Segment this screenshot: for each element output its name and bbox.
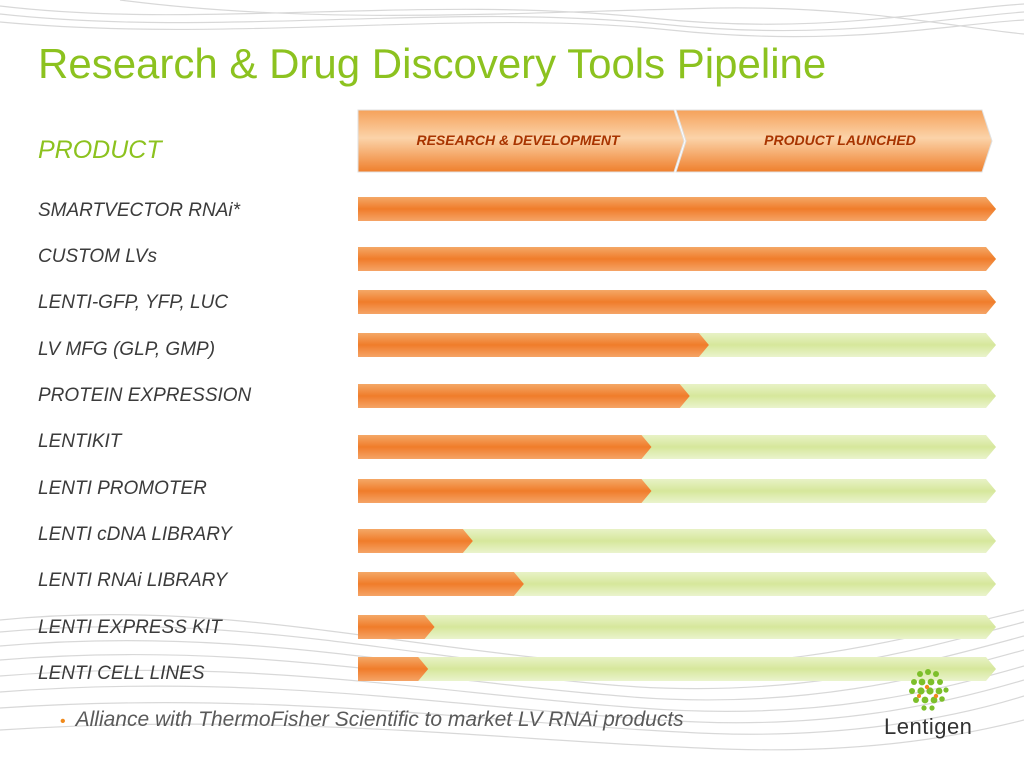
row-label-custom-lvs: CUSTOM LVs — [38, 246, 157, 267]
progress-bar — [358, 197, 996, 221]
logo-wordmark: Lentigen — [884, 714, 973, 739]
progress-bar — [358, 529, 473, 553]
progress-bar — [358, 657, 429, 681]
row-label-lenti-promoter: LENTI PROMOTER — [38, 478, 207, 499]
launch-track-bar — [358, 615, 996, 639]
launch-track-bar — [358, 529, 996, 553]
progress-bar — [358, 572, 524, 596]
rd-phase-label: RESEARCH & DEVELOPMENT — [416, 132, 620, 148]
rd-phase-chevron — [357, 109, 685, 173]
launch-track-bar — [358, 657, 996, 681]
progress-bar — [358, 333, 709, 357]
row-label-lenti-gfp: LENTI-GFP, YFP, LUC — [38, 292, 229, 313]
footer-note-text: Alliance with ThermoFisher Scientific to… — [75, 708, 684, 731]
product-column-heading: PRODUCT — [38, 136, 162, 164]
launched-phase-chevron — [675, 109, 993, 173]
row-label-lentikit: LENTIKIT — [38, 431, 122, 452]
row-label-lv-mfg: LV MFG (GLP, GMP) — [38, 339, 216, 360]
row-label-lenti-cell-lines: LENTI CELL LINES — [38, 663, 205, 684]
launched-phase-label: PRODUCT LAUNCHED — [764, 132, 916, 148]
phase-header-bar — [357, 109, 993, 173]
bullet-icon: • — [60, 713, 66, 730]
page-title: Research & Drug Discovery Tools Pipeline — [38, 40, 827, 87]
progress-bar — [358, 290, 996, 314]
progress-bar — [358, 615, 435, 639]
progress-bar — [358, 384, 690, 408]
row-label-smartvector: SMARTVECTOR RNAi* — [38, 200, 240, 221]
lentigen-logo-icon — [909, 669, 949, 711]
progress-bar — [358, 479, 652, 503]
row-label-lenti-rnai-library: LENTI RNAi LIBRARY — [38, 570, 228, 591]
row-label-protein-expression: PROTEIN EXPRESSION — [38, 385, 252, 406]
progress-bar — [358, 247, 996, 271]
progress-bar — [358, 435, 652, 459]
row-label-lenti-express-kit: LENTI EXPRESS KIT — [38, 617, 222, 638]
footer-note: • Alliance with ThermoFisher Scientific t… — [60, 708, 684, 732]
row-label-lenti-cdna-library: LENTI cDNA LIBRARY — [38, 524, 232, 545]
